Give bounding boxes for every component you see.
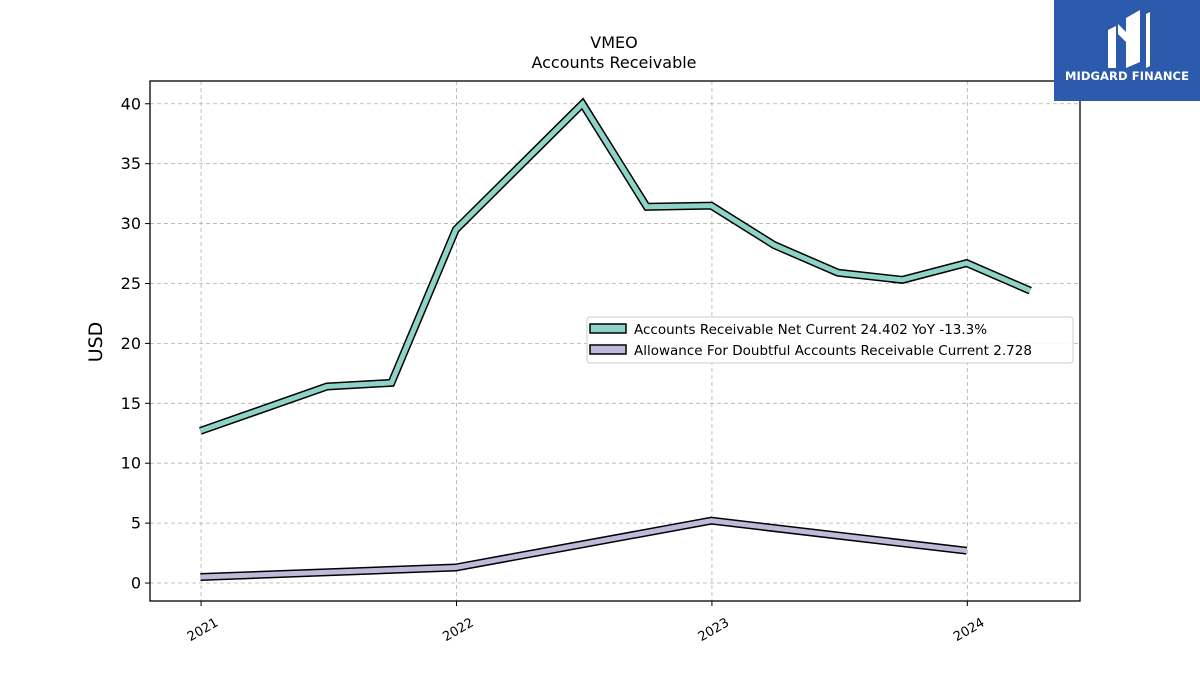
axis-ticks: 2021 2022 2023 2024 0 5 10 15 20 25 30 35 40: [121, 94, 988, 645]
legend-box: [586, 316, 1074, 364]
y-tick-label: 10: [121, 454, 141, 473]
series-line-0: [199, 99, 1032, 434]
logo-mark-icon: [1108, 10, 1150, 68]
y-tick-label: 35: [121, 154, 141, 173]
y-tick-label: 20: [121, 334, 141, 353]
x-tick-label: 2022: [440, 615, 476, 645]
legend-label-0: Accounts Receivable Net Current 24.402 Y…: [634, 322, 987, 338]
y-tick-label: 15: [121, 394, 141, 413]
legend-label-1: Allowance For Doubtful Accounts Receivab…: [634, 343, 1032, 359]
x-tick-label: 2023: [696, 615, 732, 645]
y-tick-label: 5: [131, 514, 141, 533]
y-axis-label: USD: [85, 322, 107, 363]
plot-frame: [149, 80, 1081, 602]
x-tick-label: 2024: [951, 615, 987, 645]
y-tick-label: 0: [131, 574, 141, 593]
y-tick-label: 30: [121, 214, 141, 233]
chart-title: VMEO: [590, 33, 637, 52]
chart-subtitle: Accounts Receivable: [531, 53, 696, 72]
series-outline-1: [200, 516, 968, 581]
x-tick-label: 2021: [185, 615, 221, 645]
brand-logo: MIDGARD FINANCE: [1054, 0, 1200, 101]
plot-series: [199, 97, 1032, 581]
brand-name: MIDGARD FINANCE: [1064, 69, 1190, 83]
legend-swatch-0: [589, 323, 627, 334]
grid: [150, 81, 1080, 601]
legend-swatch-1: [589, 344, 627, 355]
y-tick-label: 40: [121, 94, 141, 113]
series-line-1: [200, 518, 967, 580]
legend: Accounts Receivable Net Current 24.402 Y…: [586, 316, 1074, 364]
y-tick-label: 25: [121, 274, 141, 293]
